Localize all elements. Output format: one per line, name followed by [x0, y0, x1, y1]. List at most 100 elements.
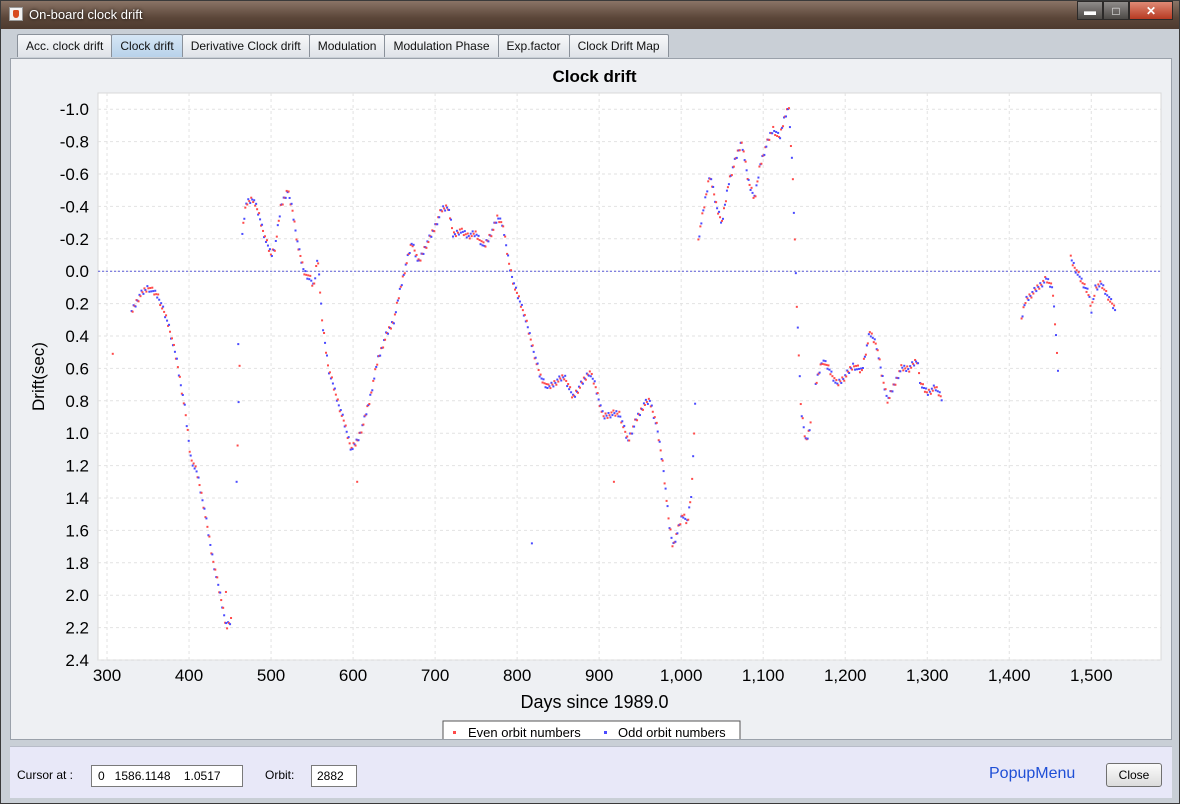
odd-orbit-point [1043, 281, 1046, 284]
even-orbit-point [750, 186, 753, 189]
x-tick-label: 1,000 [660, 666, 703, 685]
tab-modulation-phase[interactable]: Modulation Phase [384, 34, 499, 57]
even-orbit-point [1026, 297, 1029, 300]
odd-orbit-point [591, 377, 594, 380]
close-window-button[interactable]: ✕ [1129, 1, 1173, 20]
even-orbit-point [918, 372, 921, 375]
maximize-button[interactable]: □ [1103, 1, 1129, 20]
even-orbit-point [348, 442, 351, 445]
popup-menu-link[interactable]: PopupMenu [989, 765, 1076, 782]
even-orbit-point [705, 193, 708, 196]
even-orbit-point [596, 392, 599, 395]
even-orbit-point [376, 363, 379, 366]
odd-orbit-point [704, 196, 707, 199]
even-orbit-point [389, 327, 392, 330]
even-orbit-point [525, 319, 528, 322]
cursor-position-field[interactable] [91, 765, 243, 787]
even-orbit-point [510, 269, 513, 272]
even-orbit-point [906, 365, 909, 368]
odd-orbit-point [514, 286, 517, 289]
tab-exp-factor[interactable]: Exp.factor [497, 34, 570, 57]
even-orbit-point [636, 419, 639, 422]
tab-clock-drift[interactable]: Clock drift [111, 34, 183, 57]
even-orbit-point [214, 568, 217, 571]
odd-orbit-point [1033, 286, 1036, 289]
even-orbit-point [212, 560, 215, 563]
odd-orbit-point [589, 375, 592, 378]
odd-orbit-point [341, 413, 344, 416]
orbit-field[interactable] [311, 765, 357, 787]
x-tick-label: 500 [257, 666, 285, 685]
even-orbit-point [717, 212, 720, 215]
clock-drift-chart[interactable]: 300 400 500 600 700 800 900 1,000 1,100 1,200 1,30… [11, 59, 1171, 739]
odd-orbit-point [723, 203, 726, 206]
odd-orbit-point [901, 366, 904, 369]
odd-orbit-point [189, 454, 192, 457]
y-tick-label: 1.8 [65, 554, 89, 573]
y-tick-label: -0.8 [60, 133, 89, 152]
even-orbit-point [754, 195, 757, 198]
even-orbit-point [539, 373, 542, 376]
even-orbit-point [884, 388, 887, 391]
odd-orbit-point [1080, 277, 1083, 280]
odd-orbit-point [442, 205, 445, 208]
even-orbit-point [908, 370, 911, 373]
even-orbit-point [825, 363, 828, 366]
even-orbit-point [1097, 283, 1100, 286]
even-orbit-point [578, 386, 581, 389]
title-bar[interactable]: On-board clock drift ▬ □ ✕ [1, 1, 1179, 29]
plot-area[interactable] [97, 92, 1162, 661]
odd-orbit-point [1096, 288, 1099, 291]
even-orbit-point [262, 229, 265, 232]
even-orbit-point [456, 231, 459, 234]
odd-orbit-point [926, 393, 929, 396]
even-orbit-point [307, 274, 310, 277]
even-orbit-point [265, 239, 268, 242]
even-orbit-point [169, 330, 172, 333]
tab-modulation[interactable]: Modulation [308, 34, 386, 57]
even-orbit-point [451, 227, 454, 230]
odd-orbit-point [134, 305, 137, 308]
odd-orbit-point [292, 218, 295, 221]
even-orbit-point [756, 180, 759, 183]
even-orbit-point [795, 305, 798, 308]
even-orbit-point [476, 237, 479, 240]
even-orbit-point [141, 291, 144, 294]
even-orbit-point [504, 235, 507, 238]
close-button[interactable]: Close [1106, 763, 1162, 787]
even-orbit-point [904, 367, 907, 370]
even-orbit-point [458, 228, 461, 231]
even-orbit-point [910, 366, 913, 369]
even-orbit-point [1073, 266, 1076, 269]
x-tick-label: 700 [421, 666, 449, 685]
odd-orbit-point [160, 302, 163, 305]
odd-orbit-point [540, 377, 543, 380]
tab-acc-clock-drift[interactable]: Acc. clock drift [17, 34, 113, 57]
odd-orbit-point [400, 284, 403, 287]
minimize-button[interactable]: ▬ [1077, 1, 1103, 20]
even-orbit-point [478, 239, 481, 242]
tab-derivative-clock-drift[interactable]: Derivative Clock drift [181, 34, 310, 57]
odd-orbit-point [838, 378, 841, 381]
even-orbit-point [336, 398, 339, 401]
even-orbit-point [663, 482, 666, 485]
even-orbit-point [319, 291, 322, 294]
even-orbit-point [555, 383, 558, 386]
even-orbit-point [937, 394, 940, 397]
even-orbit-point [330, 376, 333, 379]
y-tick-label: 0.8 [65, 392, 89, 411]
even-orbit-point [726, 186, 729, 189]
even-orbit-point [653, 416, 656, 419]
odd-orbit-point [532, 350, 535, 353]
tab-clock-drift-map[interactable]: Clock Drift Map [568, 34, 669, 57]
odd-orbit-point [576, 390, 579, 393]
odd-orbit-point [335, 399, 338, 402]
even-orbit-point [340, 414, 343, 417]
odd-orbit-point [249, 201, 252, 204]
even-orbit-point [1069, 254, 1072, 257]
even-orbit-point [809, 421, 812, 424]
odd-orbit-point [607, 411, 610, 414]
even-orbit-point [1052, 294, 1055, 297]
even-orbit-point [368, 402, 371, 405]
